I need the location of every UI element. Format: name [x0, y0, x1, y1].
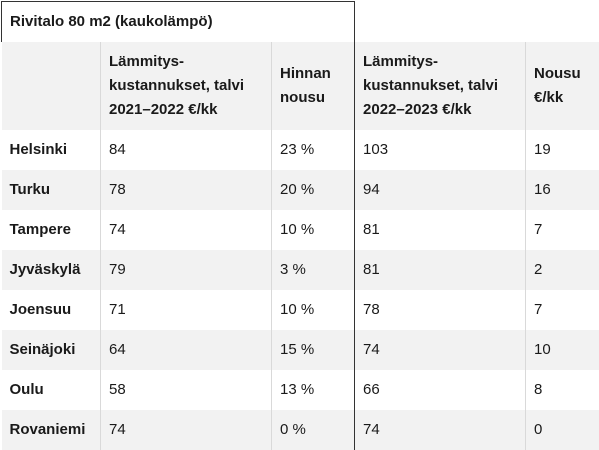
header-text: Lämmitys-	[109, 50, 271, 74]
title-row-blank	[355, 2, 599, 43]
city-cell: Turku	[2, 170, 101, 210]
increase-eur-cell: 8	[526, 370, 599, 410]
increase-eur-cell: 16	[526, 170, 599, 210]
increase-pct-cell: 15 %	[272, 330, 355, 370]
city-cell: Joensuu	[2, 290, 101, 330]
header-text: kustannukset, talvi	[363, 74, 525, 98]
city-cell: Jyväskylä	[2, 250, 101, 290]
header-price-increase: Hinnan nousu	[272, 42, 355, 130]
cost-2022-cell: 74	[355, 410, 526, 450]
header-text: Lämmitys-	[363, 50, 525, 74]
city-cell: Tampere	[2, 210, 101, 250]
table-row: Oulu 58 13 % 66 8	[2, 370, 599, 410]
cost-2022-cell: 81	[355, 210, 526, 250]
cost-2022-cell: 78	[355, 290, 526, 330]
city-cell: Oulu	[2, 370, 101, 410]
cost-2022-cell: 81	[355, 250, 526, 290]
increase-pct-cell: 10 %	[272, 290, 355, 330]
increase-pct-cell: 3 %	[272, 250, 355, 290]
cost-2021-cell: 84	[101, 130, 272, 170]
increase-eur-cell: 0	[526, 410, 599, 450]
increase-eur-cell: 7	[526, 210, 599, 250]
cost-2022-cell: 74	[355, 330, 526, 370]
header-row: Lämmitys- kustannukset, talvi 2021–2022 …	[2, 42, 599, 130]
header-text: 2021–2022 €/kk	[109, 98, 271, 122]
cost-2021-cell: 71	[101, 290, 272, 330]
header-text: Hinnan	[280, 62, 354, 86]
header-text: kustannukset, talvi	[109, 74, 271, 98]
header-increase-eur: Nousu €/kk	[526, 42, 599, 130]
table-title-row: Rivitalo 80 m2 (kaukolämpö)	[2, 2, 599, 43]
cost-2021-cell: 78	[101, 170, 272, 210]
increase-pct-cell: 0 %	[272, 410, 355, 450]
table-row: Seinäjoki 64 15 % 74 10	[2, 330, 599, 370]
header-text: €/kk	[534, 86, 599, 110]
increase-eur-cell: 2	[526, 250, 599, 290]
header-text: Nousu	[534, 62, 599, 86]
cost-2021-cell: 64	[101, 330, 272, 370]
header-cost-2021-2022: Lämmitys- kustannukset, talvi 2021–2022 …	[101, 42, 272, 130]
table-row: Rovaniemi 74 0 % 74 0	[2, 410, 599, 450]
cost-2022-cell: 94	[355, 170, 526, 210]
increase-pct-cell: 10 %	[272, 210, 355, 250]
table-row: Turku 78 20 % 94 16	[2, 170, 599, 210]
header-text: nousu	[280, 86, 354, 110]
cost-2021-cell: 74	[101, 410, 272, 450]
increase-eur-cell: 10	[526, 330, 599, 370]
cost-2022-cell: 66	[355, 370, 526, 410]
table-row: Joensuu 71 10 % 78 7	[2, 290, 599, 330]
cost-2021-cell: 79	[101, 250, 272, 290]
increase-eur-cell: 7	[526, 290, 599, 330]
city-cell: Helsinki	[2, 130, 101, 170]
table-row: Tampere 74 10 % 81 7	[2, 210, 599, 250]
header-city	[2, 42, 101, 130]
cost-2022-cell: 103	[355, 130, 526, 170]
increase-eur-cell: 19	[526, 130, 599, 170]
cost-2021-cell: 58	[101, 370, 272, 410]
table-row: Jyväskylä 79 3 % 81 2	[2, 250, 599, 290]
header-text: 2022–2023 €/kk	[363, 98, 525, 122]
increase-pct-cell: 13 %	[272, 370, 355, 410]
table-row: Helsinki 84 23 % 103 19	[2, 130, 599, 170]
increase-pct-cell: 20 %	[272, 170, 355, 210]
header-cost-2022-2023: Lämmitys- kustannukset, talvi 2022–2023 …	[355, 42, 526, 130]
city-cell: Seinäjoki	[2, 330, 101, 370]
increase-pct-cell: 23 %	[272, 130, 355, 170]
table-title: Rivitalo 80 m2 (kaukolämpö)	[2, 2, 355, 43]
cost-2021-cell: 74	[101, 210, 272, 250]
city-cell: Rovaniemi	[2, 410, 101, 450]
